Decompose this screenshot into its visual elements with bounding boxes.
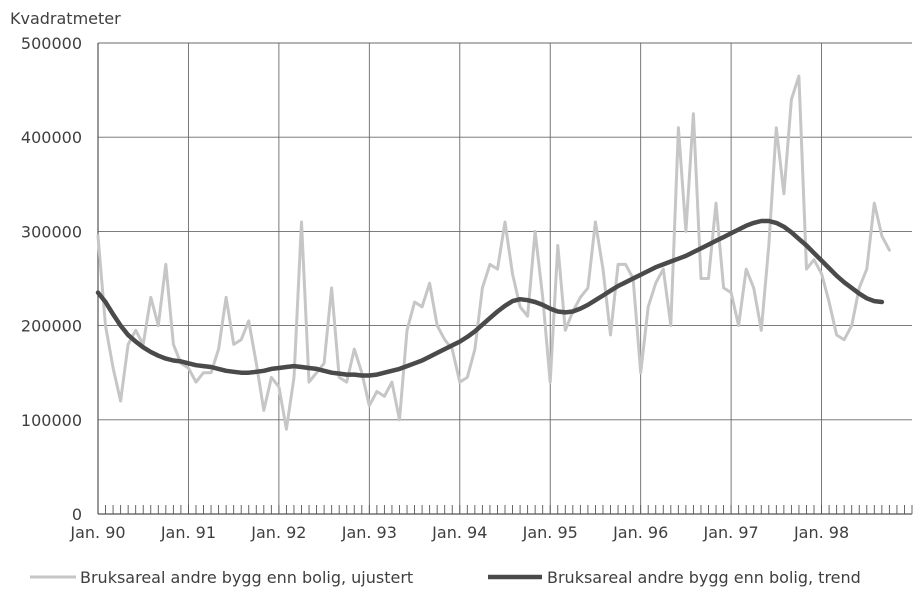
y-tick-label: 100000 xyxy=(21,411,82,430)
x-tick-label: Jan. 93 xyxy=(341,523,397,542)
x-tick-label: Jan. 97 xyxy=(703,523,759,542)
x-tick-label: Jan. 98 xyxy=(793,523,849,542)
series-line-ujustert xyxy=(96,74,891,431)
series-lines xyxy=(95,74,891,431)
y-axis-label: Kvadratmeter xyxy=(10,9,121,28)
legend-label: Bruksareal andre bygg enn bolig, ujuster… xyxy=(80,568,413,587)
legend-label: Bruksareal andre bygg enn bolig, trend xyxy=(547,568,861,587)
y-axis-ticks: 0 100000 200000 300000 400000 500000 xyxy=(21,34,82,524)
y-tick-label: 400000 xyxy=(21,128,82,147)
x-tick-label: Jan. 92 xyxy=(250,523,306,542)
legend: Bruksareal andre bygg enn bolig, ujuster… xyxy=(30,568,861,587)
x-tick-label: Jan. 90 xyxy=(69,523,125,542)
x-tick-label: Jan. 95 xyxy=(522,523,578,542)
y-tick-label: 300000 xyxy=(21,222,82,241)
y-tick-label: 500000 xyxy=(21,34,82,53)
series-line-trend xyxy=(95,218,885,378)
y-tick-label: 0 xyxy=(72,505,82,524)
x-tick-label: Jan. 94 xyxy=(431,523,487,542)
x-axis-ticks: Jan. 90 Jan. 91 Jan. 92 Jan. 93 Jan. 94 Jan. … xyxy=(69,505,913,542)
y-tick-label: 200000 xyxy=(21,317,82,336)
x-tick-label: Jan. 96 xyxy=(612,523,668,542)
gridlines xyxy=(97,42,912,515)
x-tick-label: Jan. 91 xyxy=(160,523,216,542)
